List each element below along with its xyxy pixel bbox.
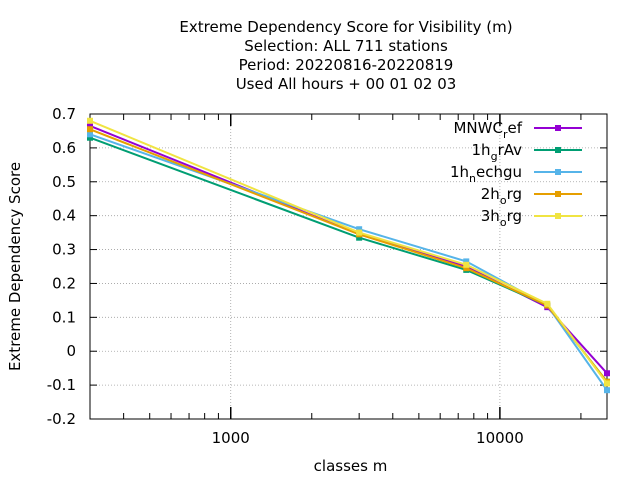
data-point	[87, 131, 93, 138]
chart-title: Extreme Dependency Score for Visibility …	[179, 18, 512, 93]
title-line: Used All hours + 00 01 02 03	[236, 75, 457, 93]
series-line	[89, 136, 608, 383]
data-point	[604, 380, 610, 387]
legend-label: MNWCref	[453, 119, 522, 141]
y-tick-label: 0.3	[52, 241, 76, 259]
series	[87, 117, 610, 394]
data-point	[87, 126, 93, 133]
legend-label: 1hnechgu	[450, 163, 522, 185]
y-tick-label: 0.5	[52, 173, 76, 191]
x-tick-label: 10000	[476, 429, 524, 447]
legend-item: 3horg	[481, 207, 582, 229]
legend-swatch-point	[555, 169, 561, 175]
plot-frame	[89, 113, 608, 420]
data-point	[544, 300, 551, 307]
title-line: Selection: ALL 711 stations	[244, 37, 448, 55]
x-axis-label: classes m	[314, 457, 388, 475]
y-tick-label: 0.1	[52, 308, 76, 326]
y-tick-label: -0.1	[47, 376, 76, 394]
series-4	[87, 117, 610, 387]
legend-swatch-point	[555, 213, 561, 219]
legend-swatch-point	[555, 147, 561, 153]
data-point	[463, 261, 470, 268]
title-line: Period: 20220816-20220819	[239, 56, 454, 74]
legend-swatch-point	[555, 125, 561, 131]
series-2	[87, 131, 610, 394]
y-tick-label: 0.2	[52, 274, 76, 292]
data-point	[87, 122, 93, 129]
x-tick-label: 1000	[212, 429, 250, 447]
grid	[90, 114, 607, 419]
legend-label: 3horg	[481, 207, 522, 229]
series-line	[89, 133, 608, 391]
legend-label: 1hgrAv	[472, 141, 523, 163]
legend-swatch-point	[555, 191, 561, 197]
data-point	[356, 229, 363, 236]
legend-item: 2horg	[481, 185, 582, 207]
series-1	[87, 134, 610, 385]
axis-ticks: 0.7 0.6 0.5 0.4 0.3 0.2 0.1 0 -0.1 -0.2 1000 10000	[47, 105, 607, 447]
data-point	[87, 134, 93, 141]
y-tick-label: 0.4	[52, 207, 76, 225]
legend-item: 1hnechgu	[450, 163, 582, 185]
data-point	[87, 117, 93, 124]
data-point	[604, 370, 610, 377]
y-tick-label: -0.2	[47, 410, 76, 428]
y-tick-label: 0.6	[52, 139, 76, 157]
y-tick-label: 0	[66, 342, 76, 360]
y-axis-label: Extreme Dependency Score	[6, 162, 24, 371]
y-tick-label: 0.7	[52, 105, 76, 123]
legend-item: 1hgrAv	[472, 141, 582, 163]
data-point	[463, 265, 470, 272]
legend-item: MNWCref	[453, 119, 582, 141]
data-point	[356, 234, 363, 241]
data-point	[604, 387, 610, 394]
legend-label: 2horg	[481, 185, 522, 207]
data-point	[463, 258, 470, 265]
title-line: Extreme Dependency Score for Visibility …	[179, 18, 512, 36]
data-point	[356, 226, 363, 233]
